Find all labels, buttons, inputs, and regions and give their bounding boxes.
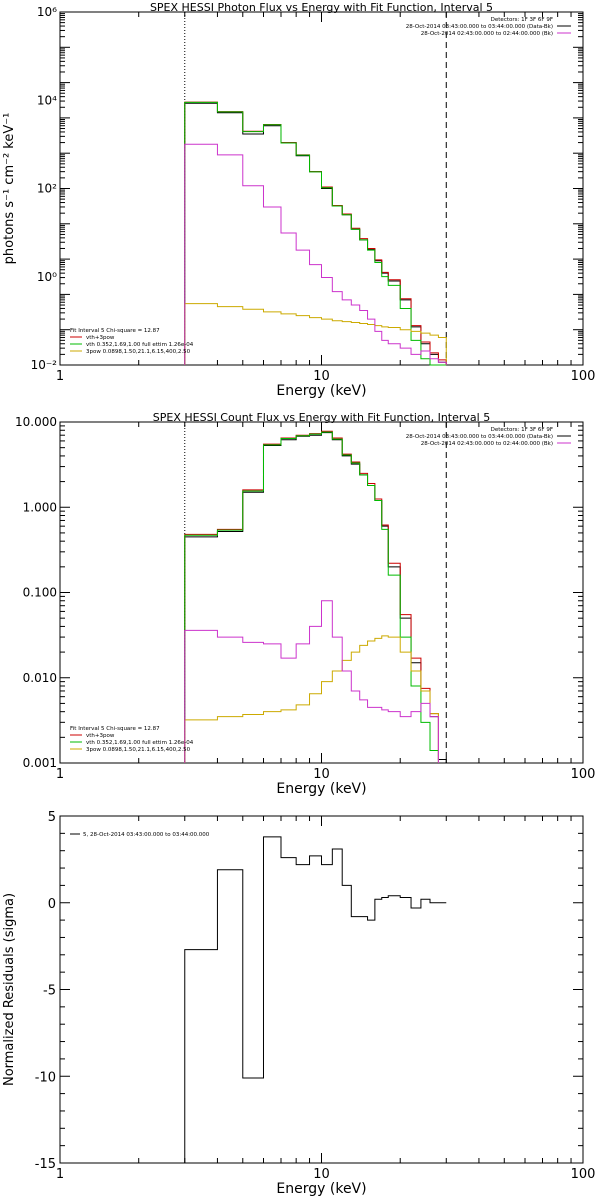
series-residuals: [184, 836, 447, 1163]
x-tick-label: 10: [313, 1167, 330, 1182]
x-tick-label: 10: [313, 369, 330, 384]
series-data-bk: [184, 102, 447, 365]
legend-top-text: 28-Oct-2014 03:43:00.000 to 03:44:00.000…: [406, 24, 553, 30]
series-bk: [184, 143, 447, 365]
legend-top-text: 28-Oct-2014 03:43:00.000 to 03:44:00.000…: [406, 434, 553, 440]
plot-frame: [59, 421, 584, 764]
y-tick-label: -15: [35, 1157, 56, 1172]
y-tick-label: 0: [48, 897, 56, 912]
y-tick-label: -5: [43, 984, 56, 999]
y-tick-label: 10⁶: [37, 5, 57, 19]
x-tick-label: 100: [571, 369, 596, 384]
x-tick-label: 1: [56, 369, 64, 384]
series-vth: [184, 431, 439, 763]
legend-bottom-text: 3pow 0.0898,1.50,21.1,6.15,400,2.50: [86, 349, 191, 355]
legend-bottom-text: vth 0.352,1.69,1.00 full ettim 1.26e-04: [86, 342, 194, 348]
series-vth-3pow: [184, 101, 447, 365]
legend-bottom-text: vth+3pow: [86, 733, 115, 739]
y-tick-label: 0.010: [23, 671, 57, 685]
y-tick-label: 10.000: [15, 415, 57, 429]
y-tick-label: 10²: [37, 182, 57, 196]
chart-title: SPEX HESSI Photon Flux vs Energy with Fi…: [150, 1, 493, 14]
legend-top-text: 28-Oct-2014 02:43:00.000 to 02:44:00.000…: [421, 441, 553, 447]
x-axis-label: Energy (keV): [276, 781, 366, 797]
x-tick-label: 1: [56, 767, 64, 782]
y-tick-label: 0.100: [23, 586, 57, 600]
x-axis-label: Energy (keV): [276, 1181, 366, 1197]
y-tick-label: -10: [35, 1070, 56, 1085]
series-data-bk: [184, 432, 454, 764]
legend-top-text: 28-Oct-2014 02:43:00.000 to 02:44:00.000…: [421, 31, 553, 37]
x-tick-label: 100: [571, 1167, 596, 1182]
legend-bottom-text: 3pow 0.0898,1.50,21.1,6.15,400,2.50: [86, 747, 191, 753]
series-3pow: [184, 303, 447, 365]
legend-bottom-text: Fit Interval 5 Chi-square = 12.87: [70, 328, 160, 334]
legend-bottom-text: Fit Interval 5 Chi-square = 12.87: [70, 726, 160, 732]
series-3pow: [184, 635, 439, 763]
y-axis-label: Normalized Residuals (sigma): [2, 893, 17, 1086]
y-tick-label: 1.000: [23, 500, 57, 514]
y-tick-label: 5: [48, 810, 56, 825]
y-tick-label: 10⁴: [37, 93, 57, 107]
y-tick-label: 10⁰: [37, 270, 57, 284]
legend-bottom-text: vth 0.352,1.69,1.00 full ettim 1.26e-04: [86, 740, 194, 746]
legend-text: 5, 28-Oct-2014 03:43:00.000 to 03:44:00.…: [83, 832, 210, 838]
x-tick-label: 1: [56, 1167, 64, 1182]
plot-frame: [59, 815, 584, 1164]
chart-title: SPEX HESSI Count Flux vs Energy with Fit…: [153, 411, 490, 424]
y-tick-label: 10⁻²: [31, 358, 58, 372]
x-tick-label: 10: [313, 767, 330, 782]
x-tick-label: 100: [571, 767, 596, 782]
y-tick-label: 0.001: [23, 756, 57, 770]
legend-top-text: Detectors: 1F 3F 6F 9F: [491, 427, 553, 433]
chart-panel-3: 1 10 100 Energy (keV) -15 -10 -5 0 5 Normalized R…: [2, 810, 595, 1197]
chart-panel-1: SPEX HESSI Photon Flux vs Energy with Fi…: [2, 1, 595, 399]
legend-bottom-text: vth+3pow: [86, 335, 115, 341]
x-axis-label: Energy (keV): [276, 383, 366, 399]
series-vth: [184, 101, 447, 366]
chart-panel-2: SPEX HESSI Count Flux vs Energy with Fit…: [15, 411, 595, 797]
legend-top-text: Detectors: 1F 3F 6F 9F: [491, 17, 553, 23]
y-axis-label: photons s⁻¹ cm⁻² keV⁻¹: [2, 113, 17, 265]
series-bk: [184, 600, 439, 763]
